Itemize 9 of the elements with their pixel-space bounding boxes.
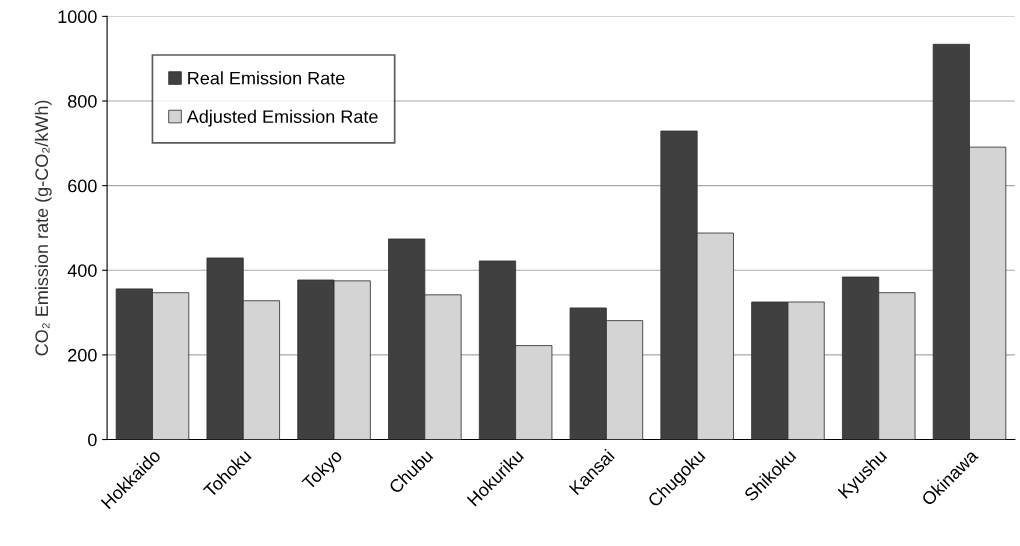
y-axis-title: CO₂ Emission rate (g-CO₂/kWh) — [34, 100, 52, 356]
y-tick-label: 800 — [68, 94, 97, 108]
y-tick-label: 600 — [68, 179, 97, 193]
y-tick-label: 1000 — [58, 10, 97, 24]
y-tick-label: 400 — [67, 264, 97, 277]
y-tick-label: 0 — [88, 433, 97, 447]
legend-label: Real Emission Rate — [188, 71, 345, 85]
y-tick-label: 200 — [68, 348, 97, 362]
legend-label: Adjusted Emission Rate — [186, 109, 378, 127]
